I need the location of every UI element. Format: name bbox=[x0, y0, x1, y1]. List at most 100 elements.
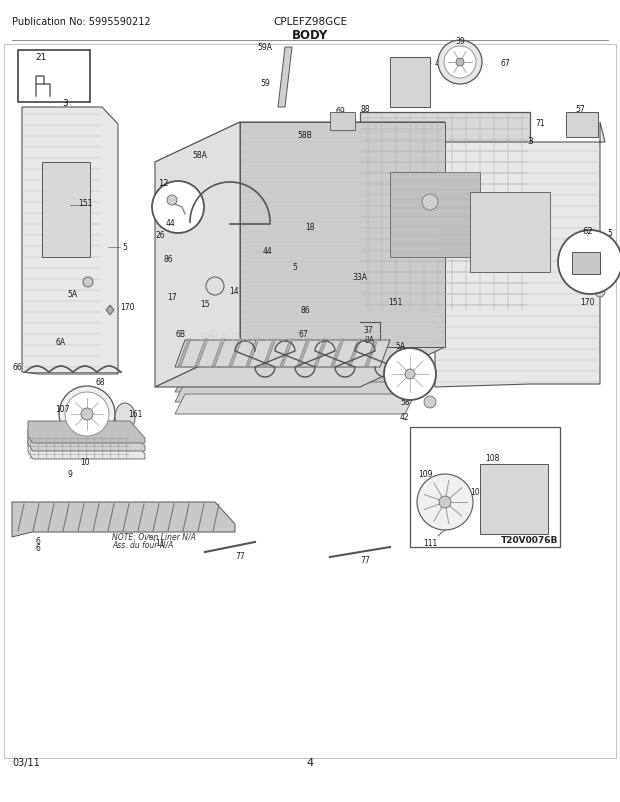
Text: NOTE: Oven Liner N/A: NOTE: Oven Liner N/A bbox=[112, 533, 196, 541]
Text: 106: 106 bbox=[470, 488, 484, 497]
Polygon shape bbox=[155, 123, 445, 163]
Bar bbox=[4, 45, 616, 758]
Circle shape bbox=[558, 231, 620, 294]
Polygon shape bbox=[212, 339, 225, 367]
Text: 6B: 6B bbox=[175, 330, 185, 339]
Bar bbox=[470, 192, 550, 273]
Polygon shape bbox=[175, 341, 390, 367]
Circle shape bbox=[595, 288, 605, 298]
Text: 109: 109 bbox=[418, 470, 432, 479]
Polygon shape bbox=[365, 339, 378, 367]
Bar bbox=[390, 58, 430, 107]
Text: 5A: 5A bbox=[395, 342, 405, 351]
Text: 9: 9 bbox=[68, 470, 73, 479]
Circle shape bbox=[384, 349, 436, 400]
Circle shape bbox=[167, 196, 177, 206]
Text: 57: 57 bbox=[575, 104, 585, 113]
Polygon shape bbox=[195, 339, 208, 367]
Text: Ass. du four N/A: Ass. du four N/A bbox=[112, 541, 174, 549]
Bar bbox=[330, 113, 355, 131]
Text: Publication No: 5995590212: Publication No: 5995590212 bbox=[12, 17, 151, 27]
Text: 69: 69 bbox=[335, 107, 345, 115]
Circle shape bbox=[456, 59, 464, 67]
Text: 5: 5 bbox=[293, 262, 298, 271]
Text: 15: 15 bbox=[200, 300, 210, 309]
Text: 111: 111 bbox=[423, 538, 437, 547]
Text: 5: 5 bbox=[607, 229, 612, 237]
Text: 86: 86 bbox=[163, 255, 173, 264]
Polygon shape bbox=[22, 107, 118, 375]
Text: 17: 17 bbox=[167, 294, 177, 302]
Text: 170: 170 bbox=[120, 303, 135, 312]
Bar bbox=[42, 163, 90, 257]
Text: 58: 58 bbox=[400, 398, 410, 407]
Circle shape bbox=[83, 277, 93, 288]
Text: 151: 151 bbox=[78, 198, 92, 207]
Polygon shape bbox=[28, 429, 145, 452]
Text: 10: 10 bbox=[80, 458, 90, 467]
Text: 161: 161 bbox=[128, 410, 142, 419]
Text: 44: 44 bbox=[165, 218, 175, 227]
Polygon shape bbox=[348, 339, 361, 367]
Polygon shape bbox=[28, 422, 145, 444]
Text: BODY: BODY bbox=[292, 29, 328, 42]
Polygon shape bbox=[278, 48, 292, 107]
Polygon shape bbox=[12, 502, 235, 537]
Polygon shape bbox=[314, 339, 327, 367]
Text: 26: 26 bbox=[155, 231, 165, 241]
Polygon shape bbox=[280, 339, 293, 367]
Ellipse shape bbox=[115, 403, 135, 431]
Text: 6: 6 bbox=[35, 544, 40, 553]
Text: 45: 45 bbox=[435, 59, 445, 67]
Polygon shape bbox=[106, 306, 114, 316]
Circle shape bbox=[152, 182, 204, 233]
Circle shape bbox=[206, 277, 224, 296]
Polygon shape bbox=[297, 339, 310, 367]
Polygon shape bbox=[155, 123, 240, 387]
Bar bbox=[410, 427, 560, 547]
Text: 151: 151 bbox=[388, 298, 402, 307]
Text: 58A: 58A bbox=[193, 150, 208, 160]
Text: 37: 37 bbox=[363, 326, 373, 335]
Text: CPLEFZ98GCE: CPLEFZ98GCE bbox=[273, 17, 347, 27]
Text: 77: 77 bbox=[360, 556, 370, 565]
Bar bbox=[390, 172, 480, 257]
Bar bbox=[480, 464, 548, 534]
Text: 6: 6 bbox=[35, 536, 40, 545]
Text: 86: 86 bbox=[300, 306, 310, 315]
Polygon shape bbox=[360, 113, 530, 313]
Polygon shape bbox=[331, 339, 344, 367]
Text: 4: 4 bbox=[306, 757, 314, 767]
Text: 5A: 5A bbox=[67, 290, 77, 299]
Text: 3: 3 bbox=[527, 136, 533, 145]
Text: 71: 71 bbox=[535, 119, 545, 128]
Circle shape bbox=[422, 195, 438, 211]
Text: 03/11: 03/11 bbox=[12, 757, 40, 767]
Circle shape bbox=[81, 408, 93, 420]
Circle shape bbox=[59, 387, 115, 443]
Text: 3: 3 bbox=[62, 99, 68, 107]
Circle shape bbox=[65, 392, 109, 436]
Text: 21: 21 bbox=[35, 54, 46, 63]
Text: 5: 5 bbox=[122, 243, 127, 252]
Text: 6A: 6A bbox=[55, 338, 65, 347]
Circle shape bbox=[439, 496, 451, 508]
Text: 88: 88 bbox=[360, 104, 370, 113]
Text: 107: 107 bbox=[55, 405, 69, 414]
Text: 67: 67 bbox=[298, 330, 308, 339]
Text: 33A: 33A bbox=[353, 273, 368, 282]
Text: 14: 14 bbox=[229, 287, 239, 296]
Circle shape bbox=[444, 47, 476, 79]
Polygon shape bbox=[28, 437, 145, 460]
Text: 42: 42 bbox=[400, 413, 410, 422]
Polygon shape bbox=[175, 383, 415, 403]
Text: 67: 67 bbox=[500, 59, 510, 67]
Text: 62: 62 bbox=[583, 226, 593, 235]
Bar bbox=[572, 253, 600, 274]
Polygon shape bbox=[155, 347, 445, 387]
Circle shape bbox=[424, 396, 436, 408]
Polygon shape bbox=[175, 395, 415, 415]
Text: 170: 170 bbox=[580, 298, 595, 307]
Text: 66: 66 bbox=[12, 363, 22, 372]
Polygon shape bbox=[229, 339, 242, 367]
